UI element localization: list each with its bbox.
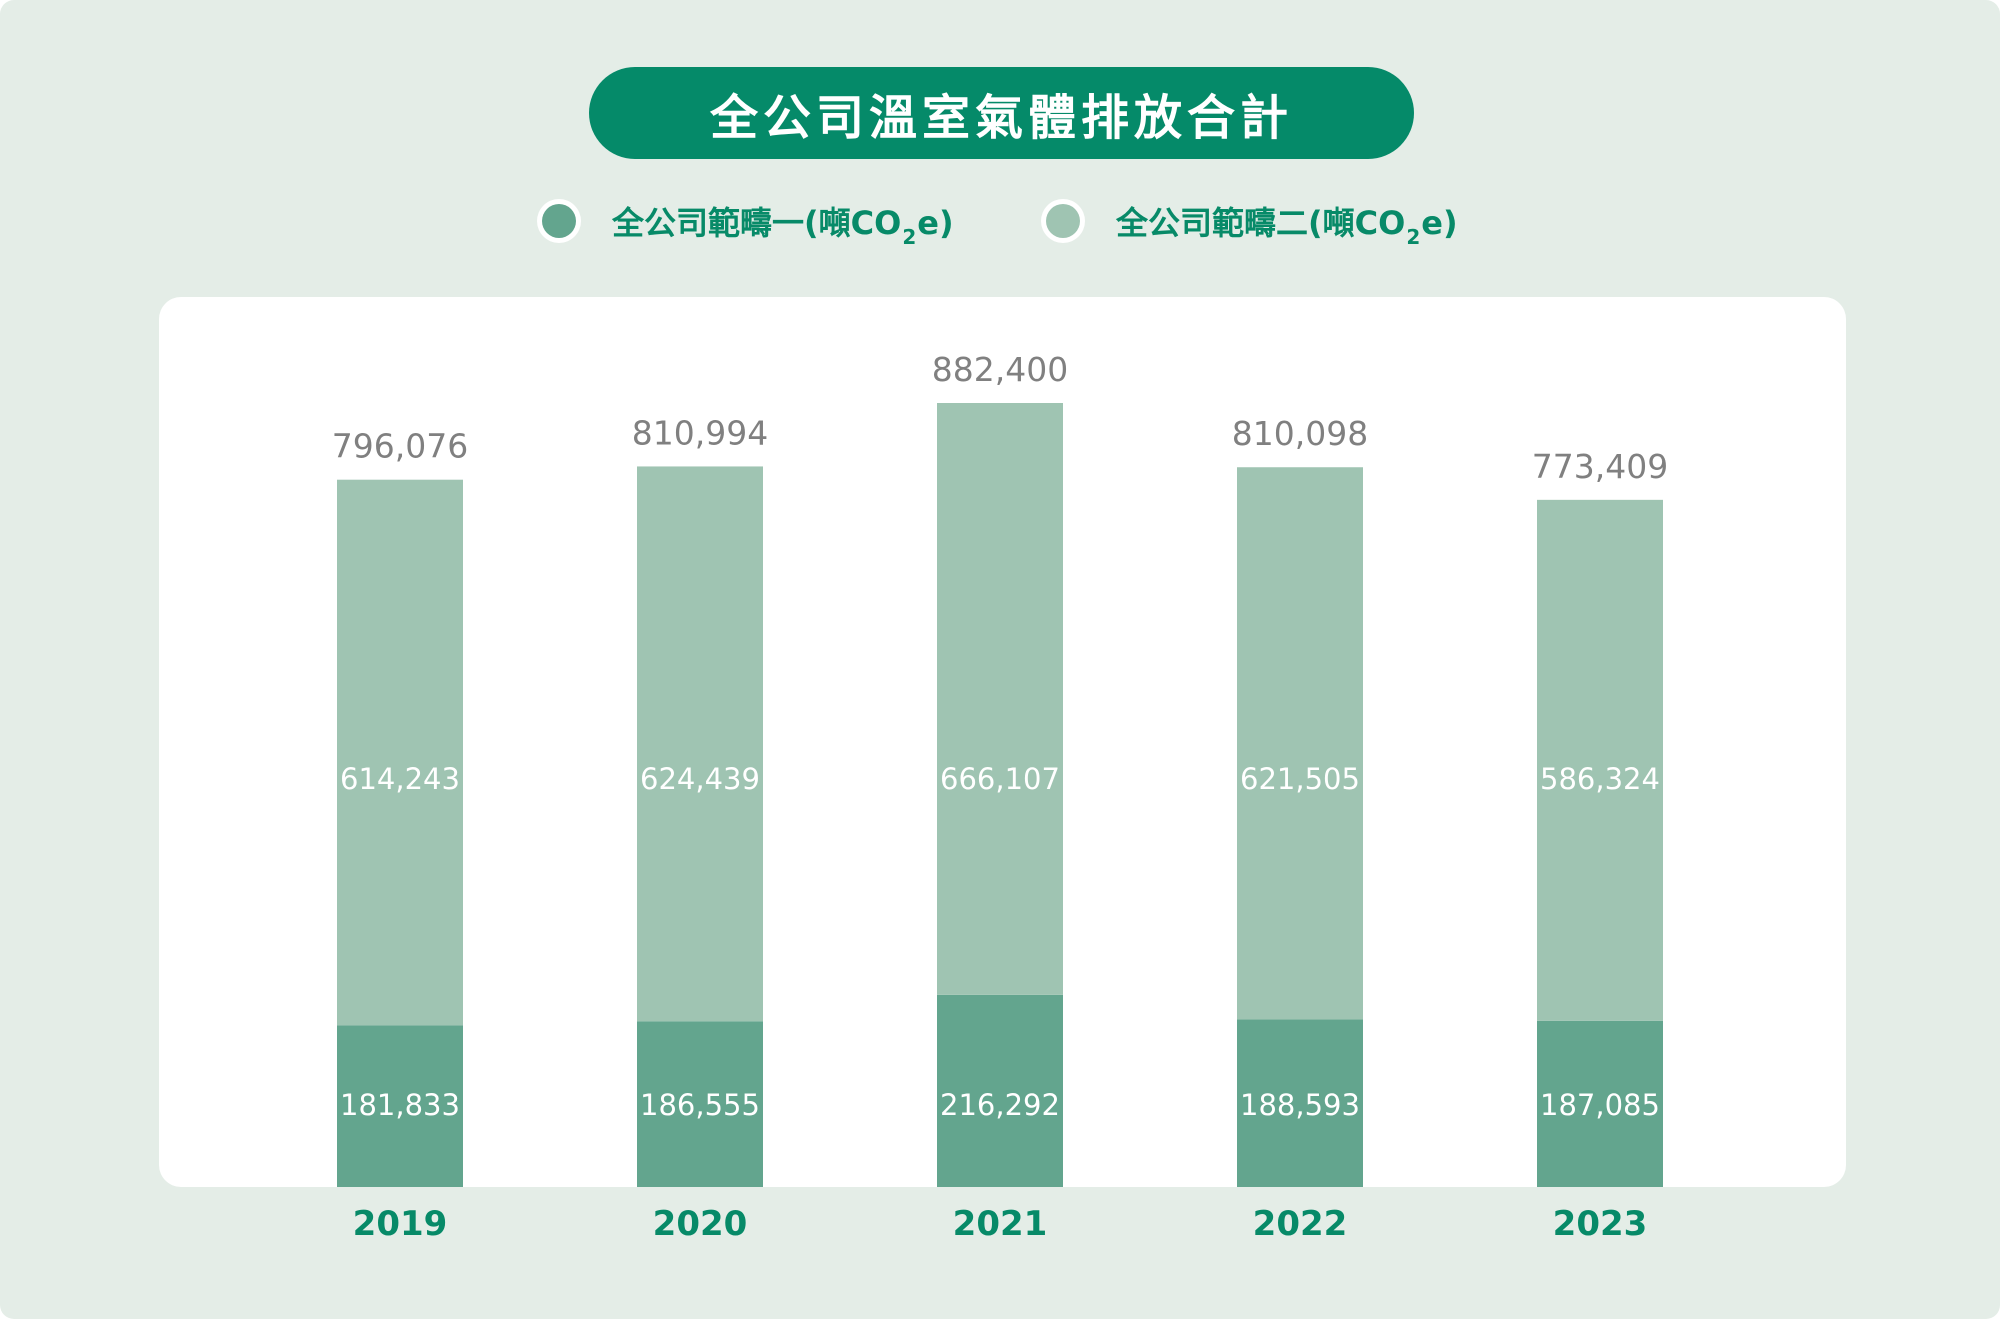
legend: 全公司範疇一(噸CO2e) 全公司範疇二(噸CO2e) (0, 196, 2000, 249)
legend-label-scope1: 全公司範疇一(噸CO2e) (612, 204, 954, 249)
legend-label-scope2: 全公司範疇二(噸CO2e) (1116, 204, 1458, 249)
bar-scope2-2023 (1537, 499, 1663, 1021)
chart-title: 全公司溫室氣體排放合計 (709, 90, 1293, 146)
total-label-2022: 810,098 (1232, 414, 1368, 453)
bar-scope1-2020 (637, 1021, 763, 1187)
x-tick-label-2019: 2019 (353, 1204, 448, 1244)
data-label-scope1-2020: 186,555 (640, 1088, 760, 1122)
data-label-scope2-2021: 666,107 (940, 762, 1060, 796)
bar-scope1-2023 (1537, 1020, 1663, 1187)
total-label-2019: 796,076 (332, 427, 468, 466)
legend-item-scope2: 全公司範疇二(噸CO2e) (1046, 196, 1458, 249)
bar-scope2-2021 (937, 403, 1063, 995)
bar-scope1-2019 (337, 1025, 463, 1187)
x-tick-label-2022: 2022 (1253, 1204, 1348, 1244)
x-tick-label-2021: 2021 (953, 1204, 1048, 1244)
data-label-scope1-2023: 187,085 (1540, 1088, 1660, 1122)
data-label-scope1-2019: 181,833 (340, 1088, 460, 1122)
bar-scope2-2020 (637, 466, 763, 1022)
data-label-scope2-2023: 586,324 (1540, 762, 1660, 796)
total-label-2023: 773,409 (1532, 447, 1668, 486)
x-tick-label-2020: 2020 (653, 1204, 748, 1244)
data-label-scope2-2019: 614,243 (340, 762, 460, 796)
legend-item-scope1: 全公司範疇一(噸CO2e) (542, 196, 954, 249)
bar-scope1-2021 (937, 994, 1063, 1187)
chart-title-pill: 全公司溫室氣體排放合計 (589, 67, 1414, 159)
total-label-2020: 810,994 (632, 413, 768, 452)
x-tick-label-2023: 2023 (1553, 1204, 1648, 1244)
legend-swatch-scope2 (1046, 204, 1080, 238)
bar-scope2-2019 (337, 479, 463, 1026)
total-label-2021: 882,400 (932, 350, 1068, 389)
data-label-scope1-2022: 188,593 (1240, 1088, 1360, 1122)
legend-swatch-scope1 (542, 204, 576, 238)
data-label-scope1-2021: 216,292 (940, 1088, 1060, 1122)
data-label-scope2-2020: 624,439 (640, 762, 760, 796)
data-label-scope2-2022: 621,505 (1240, 762, 1360, 796)
bar-scope1-2022 (1237, 1019, 1363, 1187)
bar-scope2-2022 (1237, 467, 1363, 1020)
